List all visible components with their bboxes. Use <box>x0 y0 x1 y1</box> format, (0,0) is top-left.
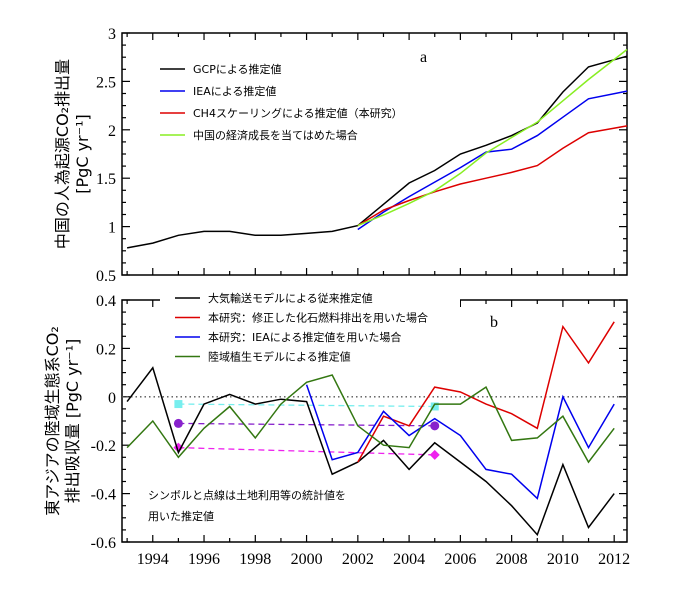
legend-label-b-2: 本研究：IEAによる推定値を用いた場合 <box>208 330 401 344</box>
x-tick-label-2006: 2006 <box>444 551 476 568</box>
y-tick-label-a-3: 3 <box>108 26 116 43</box>
legend-label-b-0: 大気輸送モデルによる従来推定値 <box>208 291 373 305</box>
purple-circle-marker <box>173 418 183 428</box>
series-b <box>122 321 627 537</box>
series-line-b-3 <box>126 374 615 464</box>
annotation-line2: 用いた推定値 <box>148 509 214 523</box>
y-tick-label-a-2: 2 <box>108 123 116 140</box>
x-tick-label-1994: 1994 <box>137 551 169 568</box>
annotation-line1: シンボルと点線は土地利用等の統計値を <box>148 488 346 502</box>
legend-label-a-1: IEAによる推定値 <box>193 84 276 98</box>
y-tick-label-b-0.4: 0.4 <box>96 293 116 310</box>
legend-label-a-2: CH4スケーリングによる推定値（本研究） <box>193 106 403 120</box>
y-axis-label-b-line1: 東アジアの陸域生態系CO₂ <box>43 326 62 516</box>
legend-label-a-0: GCPによる推定値 <box>193 62 282 76</box>
x-tick-label-1998: 1998 <box>239 551 271 568</box>
legend-b: 大気輸送モデルによる従来推定値本研究：修正した化石燃料排出を用いた場合本研究：I… <box>175 291 428 364</box>
ticks-a: 0.5 1 1.5 2 2.5 3 <box>96 26 627 285</box>
legend-a: GCPによる推定値 IEAによる推定値 CH4スケーリングによる推定値（本研究） 中国… <box>160 62 403 142</box>
legend-label-a-3: 中国の経済成長を当てはめた場合 <box>193 128 358 142</box>
y-tick-label-b-0: 0 <box>108 390 116 407</box>
y-tick-label-b-0.2: 0.2 <box>96 341 116 358</box>
panel-label-a: a <box>420 49 427 66</box>
series-line-b-0 <box>126 366 615 537</box>
y-axis-label-a: 中国の人為起源CO₂排出量 [PgC yr⁻¹] <box>53 59 92 249</box>
series-a <box>126 48 628 249</box>
series-line-b-2 <box>305 384 615 500</box>
y-tick-label-b--0.2: -0.2 <box>91 438 116 455</box>
legend-label-b-3: 陸域植生モデルによる推定値 <box>208 350 351 364</box>
cyan-square-dashed-line <box>178 403 435 408</box>
series-line-b-1 <box>357 321 615 463</box>
y-tick-label-a-2.5: 2.5 <box>96 74 116 91</box>
magenta-diamond-marker <box>429 449 440 460</box>
panel-a: 0.5 1 1.5 2 2.5 3 a GCPによる推定値 IEAによる推定値 CH4スケーリ… <box>53 26 628 285</box>
y-tick-label-a-1: 1 <box>108 220 116 237</box>
x-tick-label-1996: 1996 <box>188 551 220 568</box>
legend-label-b-1: 本研究：修正した化石燃料排出を用いた場合 <box>208 311 428 325</box>
series-line-a-1 <box>357 90 628 231</box>
panel-label-b: b <box>490 314 498 331</box>
y-axis-label-b-line2: 排出吸収量 [PgC yr⁻¹] <box>63 339 82 504</box>
x-tick-label-2002: 2002 <box>342 551 374 568</box>
x-tick-label-2004: 2004 <box>393 551 425 568</box>
x-tick-label-2012: 2012 <box>598 551 630 568</box>
ticks-b: 1994 1996 1998 2000 2002 2004 2006 2008 2010 2012… <box>91 293 631 568</box>
y-tick-label-b--0.4: -0.4 <box>91 487 116 504</box>
y-axis-label-a-line2: [PgC yr⁻¹] <box>73 114 92 193</box>
y-axis-label-a-line1: 中国の人為起源CO₂排出量 <box>53 59 72 249</box>
x-tick-label-2010: 2010 <box>547 551 579 568</box>
purple-circle-dashed-line <box>178 422 435 427</box>
panel-b: 1994 1996 1998 2000 2002 2004 2006 2008 2010 2012… <box>43 290 630 568</box>
y-axis-label-b: 東アジアの陸域生態系CO₂ 排出吸収量 [PgC yr⁻¹] <box>43 326 82 516</box>
y-tick-label-a-1.5: 1.5 <box>96 171 116 188</box>
y-tick-label-a-0.5: 0.5 <box>96 268 116 285</box>
purple-circle-marker <box>430 421 440 431</box>
legend-b-background <box>160 290 460 370</box>
cyan-square-marker <box>430 402 439 411</box>
y-tick-label-b--0.6: -0.6 <box>91 535 116 552</box>
series-line-a-3 <box>357 48 628 227</box>
cyan-square-marker <box>174 400 183 409</box>
magenta-diamond-dashed-line <box>178 446 435 456</box>
x-tick-label-2000: 2000 <box>291 551 323 568</box>
series-line-a-2 <box>357 125 628 227</box>
x-tick-label-2008: 2008 <box>496 551 528 568</box>
